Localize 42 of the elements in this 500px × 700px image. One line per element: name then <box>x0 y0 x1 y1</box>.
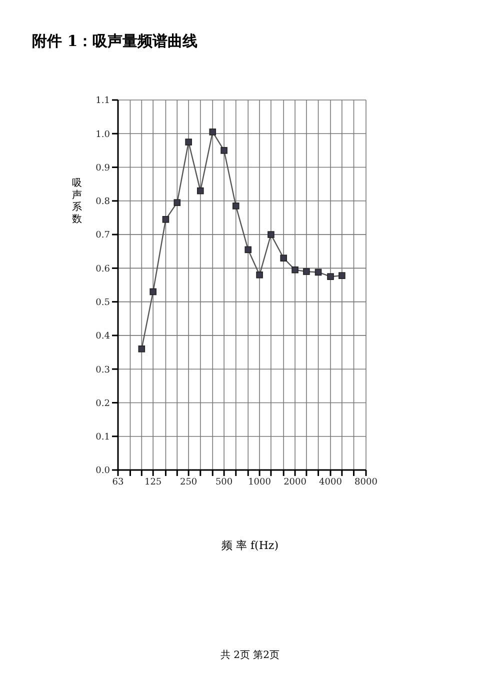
y-tick-label: 0.2 <box>96 398 110 409</box>
point <box>138 346 146 352</box>
x-tick-label: 8000 <box>354 477 378 488</box>
x-tick-label: 63 <box>112 477 124 488</box>
point <box>314 268 322 276</box>
y-tick-label: 1.0 <box>96 130 110 140</box>
y-tick-label: 0.9 <box>96 163 110 174</box>
x-tick-label: 500 <box>215 477 233 488</box>
point <box>150 288 156 296</box>
x-tick-label: 2000 <box>284 477 307 488</box>
y-tick-label: 0.3 <box>96 365 110 376</box>
y-tick-label: 0.5 <box>96 298 110 308</box>
x-tick-label: 250 <box>180 477 198 488</box>
y-tick-label: 1.1 <box>96 96 110 106</box>
point <box>232 202 240 210</box>
point <box>303 268 310 275</box>
x-tick-label: 1000 <box>248 477 272 488</box>
point <box>220 147 228 154</box>
y-tick-label: 0.1 <box>96 432 110 443</box>
point <box>174 199 181 206</box>
point <box>292 266 298 274</box>
point <box>327 273 334 280</box>
y-tick-label: 0.7 <box>96 230 110 241</box>
point <box>268 231 274 238</box>
point <box>185 138 192 146</box>
y-tick-label: 0.6 <box>96 264 110 274</box>
point <box>197 187 204 194</box>
point <box>162 216 170 223</box>
x-tick-label: 125 <box>144 477 162 488</box>
y-tick-label: 0.4 <box>96 332 110 342</box>
chart-title: 附件 1：吸声量频谱曲线 <box>32 32 198 51</box>
point <box>338 272 346 279</box>
point <box>256 272 263 278</box>
text: 共 2页 第2页 <box>219 648 281 662</box>
y-tick-label: 0.0 <box>96 466 110 476</box>
x-tick-label: 4000 <box>319 477 342 488</box>
point <box>209 128 216 136</box>
y-tick-label: 0.8 <box>96 197 110 208</box>
y-axis-title: 吸声系数 <box>72 178 83 226</box>
x-axis-title: 频 率 f(Hz) <box>220 538 280 553</box>
point <box>244 246 252 254</box>
point <box>280 254 287 262</box>
